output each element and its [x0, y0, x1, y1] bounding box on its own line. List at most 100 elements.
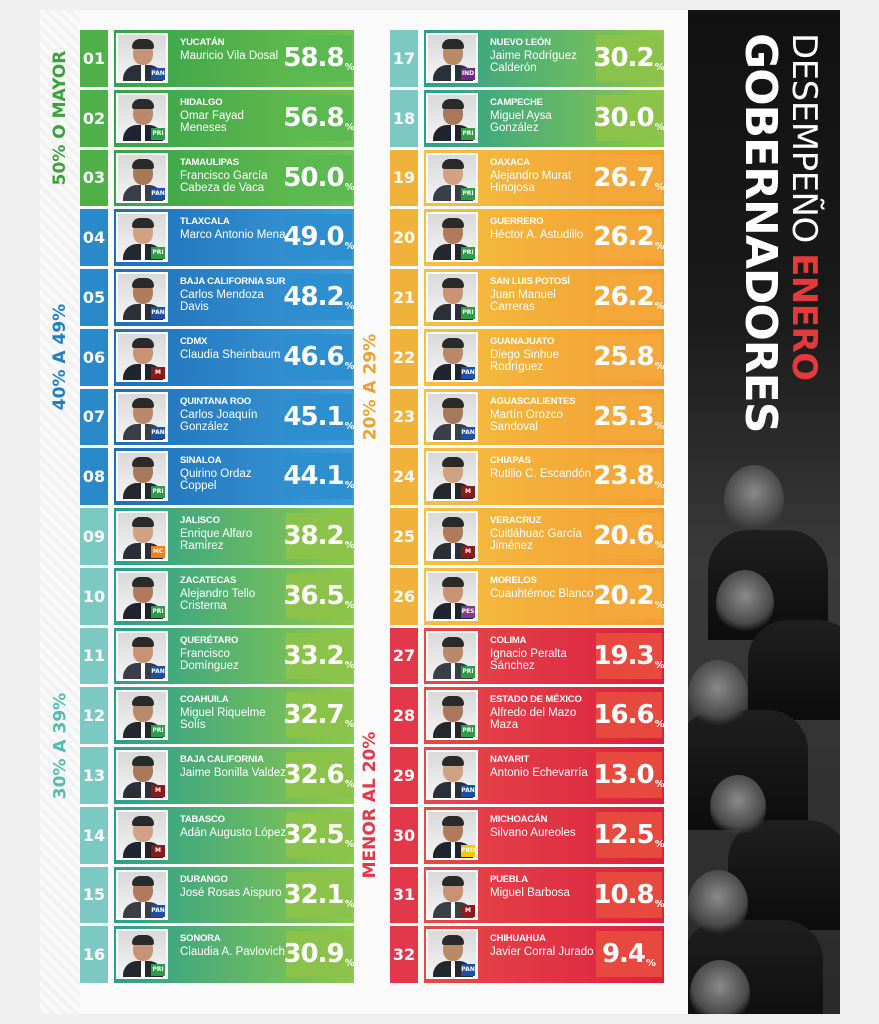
- rank-number: 27: [390, 627, 418, 685]
- approval-value: 44.1%: [283, 453, 355, 500]
- approval-value: 26.7%: [593, 154, 665, 201]
- rank-number: 07: [80, 388, 108, 446]
- approval-number: 32.1: [283, 879, 344, 910]
- party-logo-icon: M: [461, 486, 475, 499]
- approval-number: 19.3: [593, 640, 654, 671]
- governor-row: 07 PAN QUINTANA ROO Carlos Joaquín González…: [80, 388, 355, 446]
- governor-row: 18 PRI CAMPECHE Miguel Aysa González 30.0%: [390, 89, 665, 147]
- party-logo-icon: IND: [461, 68, 475, 80]
- approval-number: 20.2: [593, 580, 654, 611]
- approval-value: 32.1%: [283, 871, 355, 918]
- approval-unit: %: [654, 241, 665, 253]
- party-logo-icon: PRI: [151, 247, 165, 260]
- state-name: QUINTANA ROO: [180, 395, 251, 407]
- approval-number: 23.8: [593, 461, 654, 492]
- approval-value: 45.1%: [283, 393, 355, 440]
- approval-unit: %: [654, 838, 665, 850]
- governor-photo: MC: [116, 511, 168, 561]
- approval-value: 10.8%: [593, 871, 665, 918]
- photo-face: [710, 775, 766, 839]
- governor-photo: PRI: [116, 570, 168, 621]
- state-name: QUERÉTARO: [180, 634, 239, 646]
- governor-name: Quirino Ordaz Coppel: [180, 468, 252, 493]
- governor-row: 15 PAN DURANGO José Rosas Aispuro 32.1%: [80, 866, 355, 924]
- approval-unit: %: [654, 181, 665, 193]
- state-name: SINALOA: [180, 455, 222, 467]
- rank-number: 17: [390, 30, 418, 87]
- photo-face: [688, 660, 748, 730]
- governor-photo: PAN: [426, 929, 478, 980]
- group-label: 40% A 49%: [50, 303, 70, 411]
- governor-row: 12 PRI COAHUILA Miguel Riquelme Solís 32.7%: [80, 687, 355, 744]
- governor-photo: M: [426, 511, 478, 561]
- governor-row: 05 PAN BAJA CALIFORNIA SUR Carlos Mendoza D…: [80, 269, 355, 326]
- approval-unit: %: [654, 540, 665, 551]
- governor-photo: PRD: [426, 809, 478, 860]
- approval-number: 30.9: [283, 939, 344, 970]
- governor-photo: PAN: [116, 630, 168, 681]
- state-name: COAHUILA: [180, 694, 229, 706]
- party-logo-icon: M: [461, 546, 475, 558]
- approval-value: 13.0%: [593, 752, 665, 798]
- state-name: ZACATECAS: [180, 574, 237, 586]
- governor-name: Claudia Sheinbaum: [180, 348, 281, 361]
- photo-hair: [132, 517, 154, 527]
- governor-row: 31 M PUEBLA Miguel Barbosa 10.8%: [390, 866, 665, 924]
- party-logo-icon: M: [151, 366, 165, 379]
- photo-hair: [132, 875, 154, 886]
- governor-name: Jaime Rodríguez Calderón: [490, 50, 577, 74]
- photo-shirt: [451, 961, 455, 978]
- photo-hair: [132, 756, 154, 766]
- party-logo-icon: PRI: [151, 964, 165, 977]
- state-name: BAJA CALIFORNIA SUR: [180, 276, 286, 287]
- state-name: GUERRERO: [490, 216, 544, 228]
- photo-shirt: [451, 602, 455, 619]
- governor-row: 19 PRI OAXACA Alejandro Murat Hinojosa 26.7%: [390, 149, 665, 207]
- governor-row: 16 PRI SONORA Claudia A. Pavlovich 30.9%: [80, 926, 355, 983]
- approval-number: 20.6: [593, 521, 654, 551]
- state-name: NUEVO LEÓN: [490, 37, 551, 48]
- rank-number: 18: [390, 89, 418, 147]
- rank-number: 05: [80, 269, 108, 326]
- photo-shirt: [141, 483, 145, 500]
- governor-row: 04 PRI TLAXCALA Marco Antonio Mena 49.0%: [80, 209, 355, 266]
- photo-hair: [442, 576, 464, 587]
- governor-name: José Rosas Aispuro: [180, 886, 282, 899]
- approval-value: 25.8%: [593, 333, 665, 380]
- governor-name: Claudia A. Pavlovich: [180, 946, 285, 959]
- rank-number: 02: [80, 89, 108, 147]
- photo-hair: [442, 815, 464, 826]
- title-sub-prefix: DESEMPEÑO: [784, 33, 824, 254]
- photo-hair: [132, 935, 154, 946]
- governor-photo: M: [426, 451, 478, 502]
- approval-unit: %: [344, 480, 355, 492]
- approval-number: 13.0: [593, 760, 654, 790]
- governor-photo: PRI: [426, 212, 478, 263]
- approval-unit: %: [344, 719, 355, 731]
- photo-shirt: [141, 184, 145, 201]
- approval-number: 32.5: [283, 819, 344, 850]
- approval-unit: %: [654, 599, 665, 611]
- state-name: DURANGO: [180, 873, 228, 885]
- state-name: NAYARIT: [490, 754, 530, 765]
- approval-unit: %: [646, 958, 657, 970]
- approval-unit: %: [654, 121, 665, 133]
- governor-photo: PAN: [116, 152, 168, 203]
- state-name: GUANAJUATO: [490, 335, 555, 347]
- group-label: 30% A 39%: [50, 692, 70, 799]
- photo-hair: [442, 98, 464, 109]
- photo-hair: [132, 397, 154, 408]
- photo-hair: [132, 337, 154, 348]
- photo-face: [724, 465, 784, 535]
- party-logo-icon: PAN: [151, 426, 165, 439]
- party-logo-icon: PAN: [461, 964, 475, 977]
- photo-shirt: [451, 124, 455, 141]
- party-logo-icon: PRI: [461, 247, 475, 260]
- approval-value: 36.5%: [283, 572, 355, 619]
- governor-row: 17 IND NUEVO LEÓN Jaime Rodríguez Calderón 3…: [390, 30, 665, 87]
- photo-shirt: [141, 841, 145, 858]
- state-name: HIDALGO: [180, 96, 223, 108]
- approval-value: 32.7%: [283, 692, 355, 739]
- rank-number: 10: [80, 567, 108, 625]
- approval-unit: %: [344, 62, 355, 73]
